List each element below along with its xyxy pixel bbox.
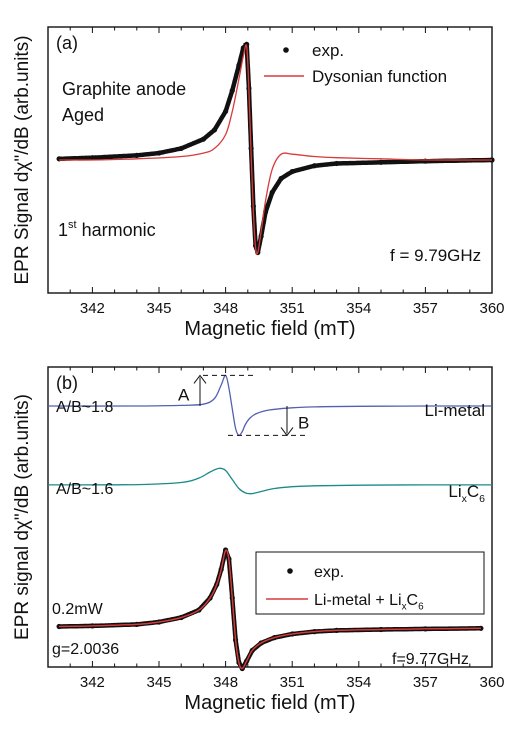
annotation-power: 0.2mW	[52, 601, 104, 618]
legend-label-fit-part: x	[402, 601, 407, 612]
legend-label-exp: exp.	[312, 41, 344, 60]
data-point	[311, 163, 317, 169]
x-tick-label: 342	[80, 674, 105, 691]
data-point	[211, 127, 218, 133]
data-point	[56, 156, 62, 162]
panel-a: 342 345 348 351 354 357 360 Magnetic field (mT)…	[12, 26, 505, 340]
x-axis-label: Magnetic field (mT)	[184, 318, 355, 340]
label-li-metal-part: Li-metal	[425, 401, 485, 420]
data-point	[334, 160, 340, 167]
x-tick-label: 357	[413, 300, 438, 317]
label-lixc6-part: C	[467, 482, 479, 501]
x-tick-label: 345	[146, 674, 171, 691]
arrow-a-head	[193, 374, 207, 384]
x-tick-label: 360	[479, 674, 504, 691]
x-tick-label: 354	[346, 674, 371, 691]
data-point	[269, 189, 275, 195]
legend-label-fit: Dysonian function	[312, 67, 447, 86]
label-lixc6-part: x	[462, 493, 468, 505]
legend-box	[255, 551, 485, 615]
annotation-harmonic: 1st harmonic	[58, 219, 156, 240]
data-point	[289, 168, 295, 175]
data-point	[229, 88, 235, 94]
x-tick-label: 360	[479, 300, 504, 317]
data-point	[178, 145, 184, 152]
x-tick-label: 348	[213, 300, 238, 317]
y-axis-label: EPR Signal dχ"/dB (arb.units)	[12, 35, 33, 284]
x-tick-label: 348	[213, 674, 238, 691]
legend-label-fit-part: C	[407, 592, 419, 609]
x-tick-label: 357	[413, 674, 438, 691]
annotation-b: B	[298, 414, 309, 433]
x-tick-label: 345	[146, 300, 171, 317]
harmonic-number: 1	[58, 220, 68, 240]
panel-label: (b)	[56, 373, 78, 393]
x-tick-label: 342	[80, 300, 105, 317]
fit-line-overlay	[59, 549, 481, 670]
data-point	[223, 108, 229, 115]
annotation-ratio-li: A/B~1.8	[56, 399, 113, 416]
legend-marker-exp	[283, 47, 289, 53]
series-line	[59, 44, 493, 255]
label-lixc6-part: 6	[479, 493, 485, 505]
series-line	[47, 467, 493, 495]
y-axis-label: EPR signal dχ"/dB (arb.units)	[12, 394, 33, 640]
harmonic-word: harmonic	[77, 220, 156, 240]
annotation-sample: Graphite anode	[62, 79, 186, 99]
legend-label-exp: exp.	[314, 564, 344, 581]
annotation-state: Aged	[62, 105, 104, 125]
label-lixc6: LixC6	[448, 482, 485, 505]
annotation-frequency: f=9.77GHz	[392, 651, 469, 668]
data-point	[156, 150, 162, 156]
annotation-ratio-lixc6: A/B~1.6	[56, 481, 113, 498]
harmonic-superscript: st	[68, 219, 77, 231]
legend-label-fit-part: Li-metal + Li	[314, 592, 402, 609]
arrow-b-head	[280, 427, 294, 437]
x-tick-label: 351	[280, 300, 305, 317]
data-point	[134, 152, 140, 158]
x-axis-label: Magnetic field (mT)	[184, 692, 355, 714]
annotation-a: A	[178, 386, 190, 405]
data-point	[89, 155, 95, 161]
legend-marker-exp	[287, 568, 293, 574]
x-tick-label: 351	[280, 674, 305, 691]
label-li-metal: Li-metal	[425, 401, 485, 420]
panel-b: 342 345 348 351 354 357 360 Magnetic field (mT)…	[12, 366, 505, 714]
data-point	[236, 62, 242, 68]
x-tick-label: 354	[346, 300, 371, 317]
label-lixc6-part: Li	[448, 482, 461, 501]
legend-label-fit: Li-metal + LixC6	[314, 592, 424, 612]
panel-label: (a)	[56, 33, 78, 53]
annotation-frequency: f = 9.79GHz	[390, 246, 481, 265]
legend-label-fit-part: 6	[418, 601, 424, 612]
data-point	[200, 136, 206, 142]
data-point	[378, 159, 384, 165]
annotation-g-factor: g=2.0036	[52, 641, 119, 658]
data-point	[278, 175, 284, 182]
